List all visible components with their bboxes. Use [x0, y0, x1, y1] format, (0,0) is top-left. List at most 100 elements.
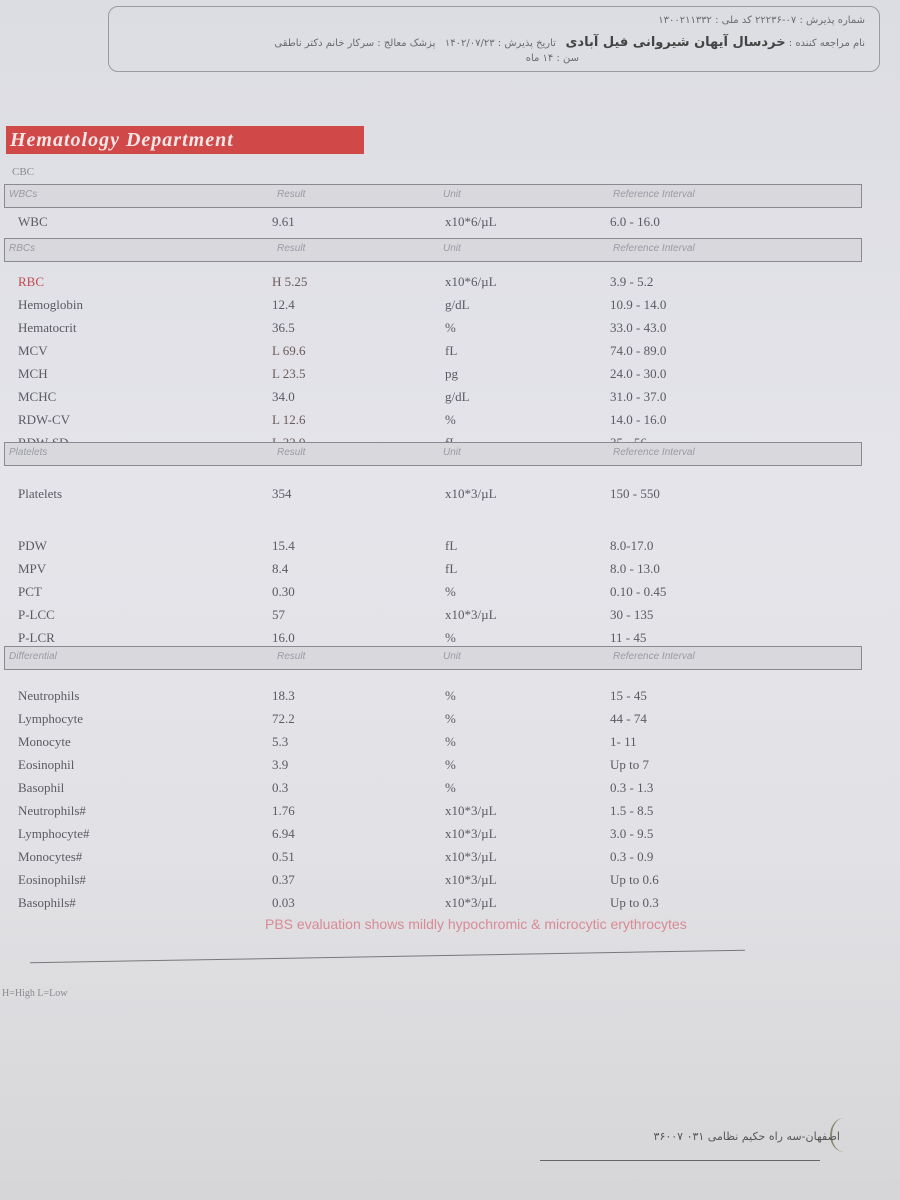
- cell-result: 3.9: [272, 757, 289, 772]
- cell-unit: %: [445, 734, 456, 749]
- cell-unit: %: [445, 412, 456, 427]
- section-header-differential: Differential Result Unit Reference Interval: [4, 646, 862, 670]
- cell-ref: 8.0-17.0: [610, 538, 654, 553]
- cell-unit: g/dL: [445, 389, 470, 404]
- cell-result: 0.3: [272, 780, 289, 795]
- header-result: Result: [277, 243, 306, 254]
- cell-name: Basophil: [18, 780, 65, 795]
- cell-result: 0.51: [272, 849, 295, 864]
- result-row: PDW 15.4 fL 8.0-17.0: [0, 538, 900, 558]
- cell-ref: 8.0 - 13.0: [610, 561, 660, 576]
- cell-result: 15.4: [272, 538, 295, 553]
- result-row: RBC H 5.25 x10*6/µL 3.9 - 5.2: [0, 274, 900, 294]
- cell-result: 0.37: [272, 872, 295, 887]
- cell-unit: x10*3/µL: [445, 803, 497, 818]
- cell-ref: Up to 0.6: [610, 872, 659, 887]
- cell-result: 8.4: [272, 561, 289, 576]
- cell-ref: 6.0 - 16.0: [610, 214, 660, 229]
- cell-unit: fL: [445, 538, 458, 553]
- cell-name: Basophils#: [18, 895, 76, 910]
- result-row: WBC 9.61 x10*6/µL 6.0 - 16.0: [0, 214, 900, 234]
- cell-unit: x10*3/µL: [445, 895, 497, 910]
- header-unit: Unit: [443, 447, 461, 458]
- cell-name: Lymphocyte#: [18, 826, 90, 841]
- header-unit: Unit: [443, 243, 461, 254]
- cell-ref: 15 - 45: [610, 688, 647, 703]
- cell-result: 18.3: [272, 688, 295, 703]
- cell-ref: 0.3 - 1.3: [610, 780, 654, 795]
- flag-legend: H=High L=Low: [2, 988, 68, 999]
- cell-ref: 3.9 - 5.2: [610, 274, 654, 289]
- result-row: Lymphocyte 72.2% 44 - 74: [0, 711, 900, 731]
- cell-unit: %: [445, 320, 456, 335]
- cell-name: P-LCC: [18, 607, 55, 622]
- admission-number: شماره پذیرش : ۰۷-۲۲۲۳۶ کد ملی : ۱۳۰۰۲۱۱۳…: [658, 15, 865, 26]
- cell-result: 5.3: [272, 734, 289, 749]
- section-header-platelets: Platelets Result Unit Reference Interval: [4, 442, 862, 466]
- admission-date: تاریخ پذیرش : ۱۴۰۲/۰۷/۲۳: [444, 38, 556, 49]
- cell-name: MCHC: [18, 389, 57, 404]
- cell-ref: 14.0 - 16.0: [610, 412, 667, 427]
- header-ref: Reference Interval: [613, 447, 695, 458]
- cell-name: PDW: [18, 538, 47, 553]
- header-name: Differential: [9, 651, 57, 662]
- cell-result: 16.0: [272, 630, 295, 645]
- lab-logo-icon: [830, 1118, 858, 1152]
- cell-unit: %: [445, 688, 456, 703]
- cell-result: 9.61: [272, 214, 295, 229]
- cell-name: MPV: [18, 561, 47, 576]
- cell-result: 36.5: [272, 320, 295, 335]
- cell-unit: x10*3/µL: [445, 849, 497, 864]
- result-row: Neutrophils# 1.76 x10*3/µL 1.5 - 8.5: [0, 803, 900, 823]
- result-row: P-LCR 16.0% 11 - 45: [0, 630, 900, 650]
- cell-result: 0.30: [272, 584, 295, 599]
- cell-result: 12.4: [272, 297, 295, 312]
- cell-name: Hemoglobin: [18, 297, 83, 312]
- cell-result: L 69.6: [272, 343, 306, 358]
- header-result: Result: [277, 447, 306, 458]
- cell-ref: Up to 0.3: [610, 895, 659, 910]
- result-row: Platelets 354 x10*3/µL 150 - 550: [0, 486, 900, 506]
- result-row: Eosinophil 3.9% Up to 7: [0, 757, 900, 777]
- department-title: Hematology Department: [6, 126, 364, 154]
- header-unit: Unit: [443, 189, 461, 200]
- cell-result: 57: [272, 607, 285, 622]
- cbc-label: CBC: [12, 166, 35, 178]
- cell-ref: Up to 7: [610, 757, 649, 772]
- header-result: Result: [277, 651, 306, 662]
- cell-ref: 10.9 - 14.0: [610, 297, 667, 312]
- age: سن : ۱۴ ماه: [525, 53, 579, 64]
- cell-name: MCV: [18, 343, 48, 358]
- result-row: Neutrophils 18.3% 15 - 45: [0, 688, 900, 708]
- cell-unit: x10*3/µL: [445, 826, 497, 841]
- section-header-rbcs: RBCs Result Unit Reference Interval: [4, 238, 862, 262]
- result-row: MCV L 69.6 fL 74.0 - 89.0: [0, 343, 900, 363]
- cell-name: Eosinophil: [18, 757, 75, 772]
- patient-line: نام مراجعه کننده : خردسال آیهان شیروانی …: [274, 35, 865, 50]
- result-row: Hemoglobin 12.4 g/dL 10.9 - 14.0: [0, 297, 900, 317]
- cell-unit: %: [445, 780, 456, 795]
- cell-name: Hematocrit: [18, 320, 77, 335]
- cell-name: PCT: [18, 584, 42, 599]
- cell-unit: %: [445, 584, 456, 599]
- patient-name: خردسال آیهان شیروانی فیل آبادی: [565, 35, 786, 50]
- result-row: Basophils# 0.03 x10*3/µL Up to 0.3: [0, 895, 900, 915]
- cell-ref: 3.0 - 9.5: [610, 826, 654, 841]
- patient-header: شماره پذیرش : ۰۷-۲۲۲۳۶ کد ملی : ۱۳۰۰۲۱۱۳…: [108, 6, 880, 72]
- header-unit: Unit: [443, 651, 461, 662]
- cell-ref: 33.0 - 43.0: [610, 320, 667, 335]
- cell-name: WBC: [18, 214, 48, 229]
- cell-result: L 23.5: [272, 366, 306, 381]
- header-ref: Reference Interval: [613, 651, 695, 662]
- cell-ref: 31.0 - 37.0: [610, 389, 667, 404]
- result-row: PCT 0.30% 0.10 - 0.45: [0, 584, 900, 604]
- cell-ref: 30 - 135: [610, 607, 654, 622]
- pbs-note: PBS evaluation shows mildly hypochromic …: [265, 916, 687, 932]
- cell-name: RDW-CV: [18, 412, 70, 427]
- result-row: Basophil 0.3% 0.3 - 1.3: [0, 780, 900, 800]
- cell-unit: %: [445, 757, 456, 772]
- cell-result: 6.94: [272, 826, 295, 841]
- cell-unit: pg: [445, 366, 458, 381]
- cell-unit: x10*3/µL: [445, 607, 497, 622]
- cell-name: Neutrophils: [18, 688, 80, 703]
